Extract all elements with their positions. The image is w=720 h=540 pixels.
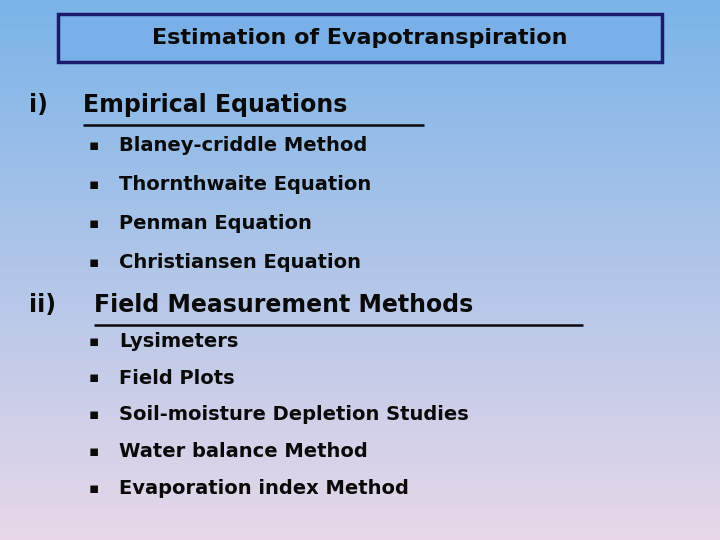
FancyBboxPatch shape <box>58 14 662 62</box>
Text: ▪: ▪ <box>89 255 99 270</box>
Text: ▪: ▪ <box>89 481 99 496</box>
Text: ▪: ▪ <box>89 444 99 459</box>
Text: ▪: ▪ <box>89 370 99 386</box>
Text: Field Plots: Field Plots <box>119 368 235 388</box>
Text: Evaporation index Method: Evaporation index Method <box>119 478 409 498</box>
Text: Blaney-criddle Method: Blaney-criddle Method <box>119 136 367 156</box>
Text: ii): ii) <box>29 293 56 317</box>
Text: ▪: ▪ <box>89 177 99 192</box>
Text: Thornthwaite Equation: Thornthwaite Equation <box>119 175 371 194</box>
Text: Lysimeters: Lysimeters <box>119 332 238 351</box>
Text: Soil-moisture Depletion Studies: Soil-moisture Depletion Studies <box>119 405 469 424</box>
Text: Christiansen Equation: Christiansen Equation <box>119 253 361 272</box>
Text: Empirical Equations: Empirical Equations <box>83 93 347 117</box>
Text: Estimation of Evapotranspiration: Estimation of Evapotranspiration <box>152 28 568 48</box>
Text: ▪: ▪ <box>89 334 99 349</box>
Text: Penman Equation: Penman Equation <box>119 214 312 233</box>
Text: Water balance Method: Water balance Method <box>119 442 367 461</box>
Text: Field Measurement Methods: Field Measurement Methods <box>94 293 473 317</box>
Text: ▪: ▪ <box>89 407 99 422</box>
Text: ▪: ▪ <box>89 138 99 153</box>
Text: ▪: ▪ <box>89 216 99 231</box>
Text: i): i) <box>29 93 48 117</box>
